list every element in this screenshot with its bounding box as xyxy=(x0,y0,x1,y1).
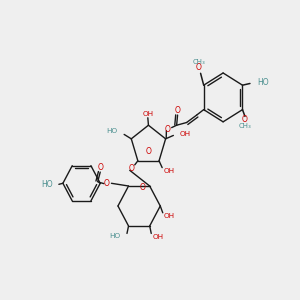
Text: O: O xyxy=(196,63,202,72)
Text: O: O xyxy=(242,115,248,124)
Text: O: O xyxy=(139,184,145,193)
Text: O: O xyxy=(129,164,135,173)
Text: HO: HO xyxy=(42,180,53,189)
Text: OH: OH xyxy=(152,234,163,240)
Text: O: O xyxy=(146,147,152,156)
Text: O: O xyxy=(98,163,103,172)
Text: OH: OH xyxy=(142,111,153,117)
Text: CH₃: CH₃ xyxy=(238,123,251,129)
Text: O: O xyxy=(175,106,181,115)
Text: HO: HO xyxy=(257,78,269,87)
Text: OH: OH xyxy=(164,213,175,219)
Text: OH: OH xyxy=(164,168,175,174)
Text: HO: HO xyxy=(106,128,118,134)
Text: O: O xyxy=(103,179,109,188)
Text: CH₃: CH₃ xyxy=(193,59,206,65)
Text: OH: OH xyxy=(180,131,191,137)
Text: O: O xyxy=(165,125,171,134)
Text: HO: HO xyxy=(110,233,121,239)
